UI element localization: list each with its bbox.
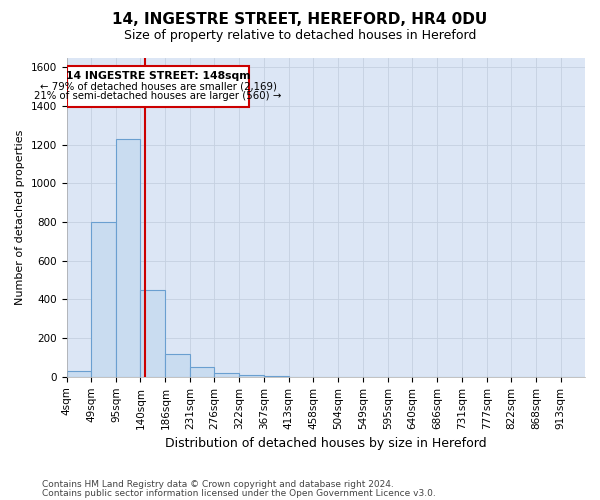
Text: 14 INGESTRE STREET: 148sqm: 14 INGESTRE STREET: 148sqm: [66, 71, 250, 81]
Bar: [116, 139, 140, 377]
Text: ← 79% of detached houses are smaller (2,169): ← 79% of detached houses are smaller (2,…: [40, 82, 277, 92]
Text: Contains HM Land Registry data © Crown copyright and database right 2024.: Contains HM Land Registry data © Crown c…: [42, 480, 394, 489]
Bar: [67, 66, 249, 107]
Bar: [264, 376, 289, 377]
Bar: [214, 373, 239, 377]
Bar: [239, 375, 264, 377]
Bar: [67, 371, 91, 377]
Bar: [91, 222, 116, 377]
X-axis label: Distribution of detached houses by size in Hereford: Distribution of detached houses by size …: [165, 437, 487, 450]
Bar: [166, 354, 190, 377]
Text: 14, INGESTRE STREET, HEREFORD, HR4 0DU: 14, INGESTRE STREET, HEREFORD, HR4 0DU: [112, 12, 488, 28]
Text: Contains public sector information licensed under the Open Government Licence v3: Contains public sector information licen…: [42, 488, 436, 498]
Bar: [190, 367, 214, 377]
Text: 21% of semi-detached houses are larger (560) →: 21% of semi-detached houses are larger (…: [34, 92, 282, 102]
Y-axis label: Number of detached properties: Number of detached properties: [15, 130, 25, 305]
Bar: [140, 290, 166, 377]
Text: Size of property relative to detached houses in Hereford: Size of property relative to detached ho…: [124, 29, 476, 42]
